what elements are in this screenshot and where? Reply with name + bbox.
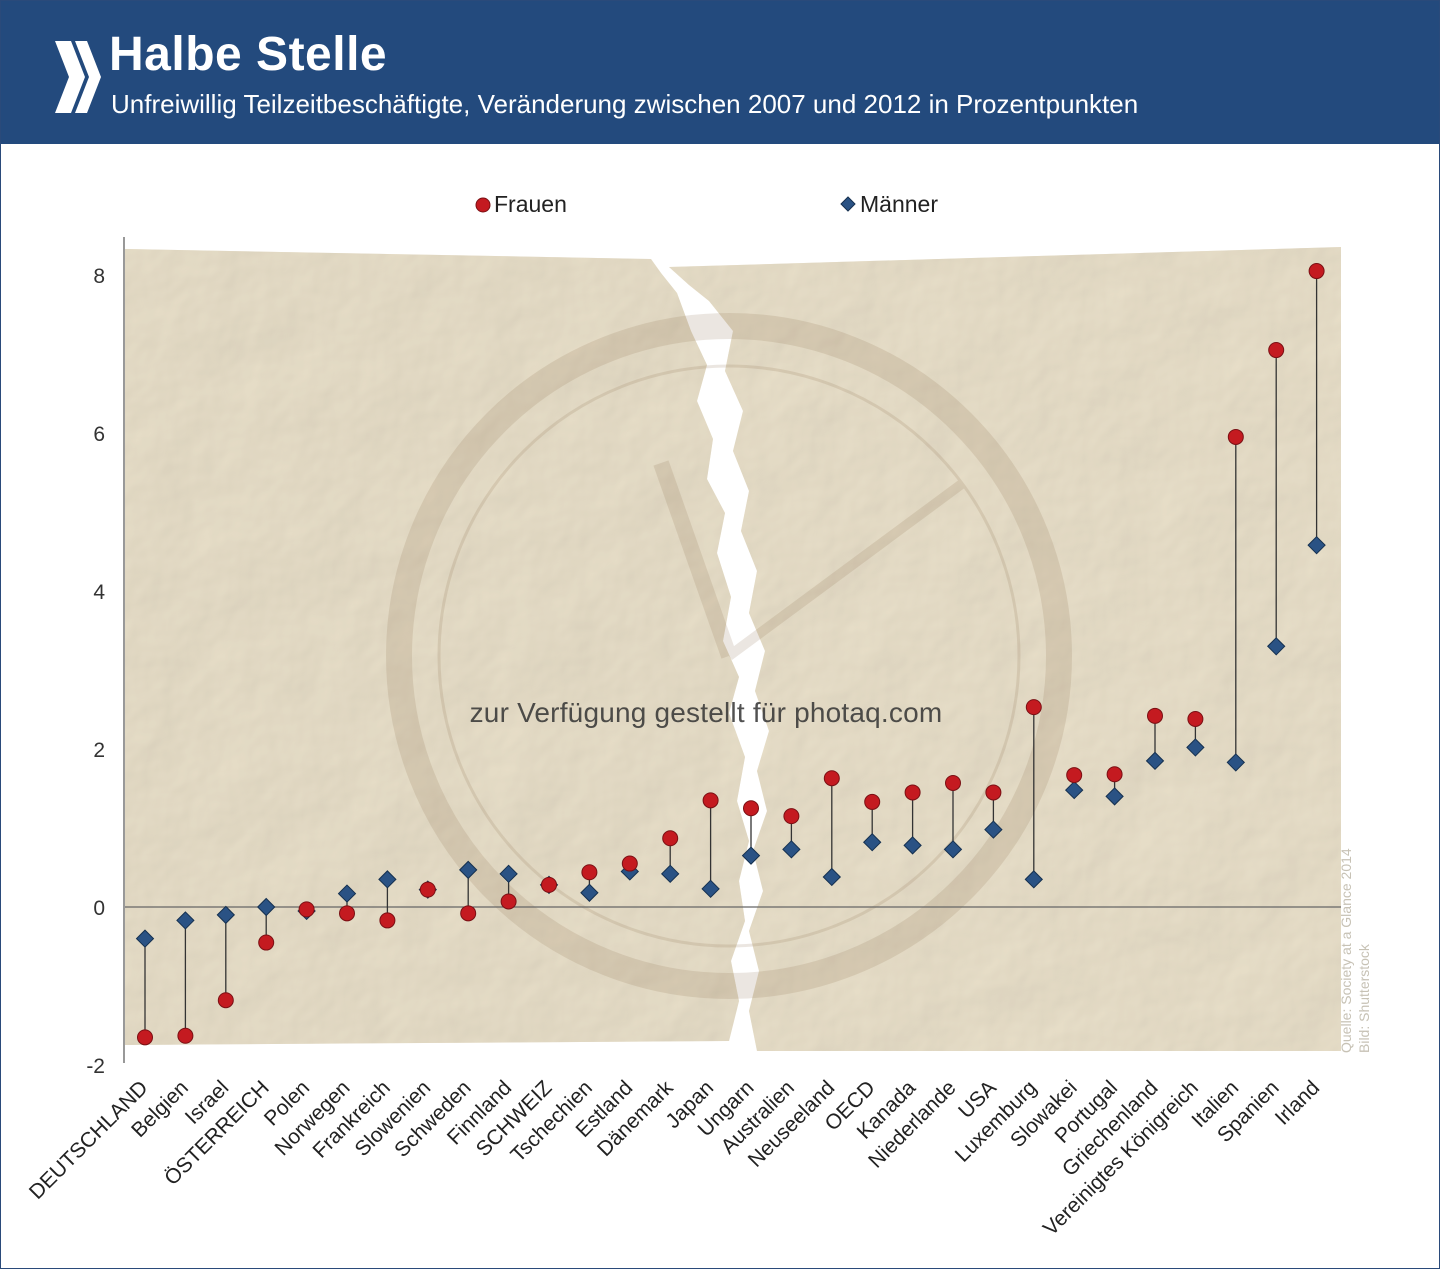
frauen-point xyxy=(339,905,355,922)
x-tick-label: DEUTSCHLAND xyxy=(25,1076,153,1204)
maenner-point xyxy=(378,870,397,889)
source-credit: Quelle: Society at a Glance 2014 Bild: S… xyxy=(1337,848,1373,1053)
y-tick-label: -2 xyxy=(86,1055,105,1078)
maenner-point xyxy=(216,905,236,925)
maenner-point xyxy=(1266,637,1286,656)
dot-plot-chart: -2 0 2 4 6 8 DEUTSCHLANDBelgienIsraelÖSTERREI… xyxy=(25,191,1341,1240)
frauen-point xyxy=(1147,707,1163,724)
maenner-point xyxy=(701,879,720,899)
frauen-point xyxy=(985,784,1002,801)
page-subtitle: Unfreiwillig Teilzeitbeschäftigte, Verän… xyxy=(111,89,1139,119)
frauen-point xyxy=(823,770,840,787)
chevron-logo-icon xyxy=(55,41,101,113)
frauen-point xyxy=(1227,428,1244,445)
maenner-point xyxy=(1024,870,1044,889)
maenner-point xyxy=(782,840,801,859)
frauen-point xyxy=(460,905,477,922)
frauen-point xyxy=(743,800,759,817)
y-tick-label: 0 xyxy=(93,897,105,920)
frauen-point xyxy=(258,934,275,951)
data-marks xyxy=(135,263,1326,1046)
y-tick-label: 8 xyxy=(93,265,105,288)
paper-background xyxy=(125,247,1341,1051)
frauen-point xyxy=(1308,263,1325,280)
frauen-point xyxy=(581,864,598,881)
legend-frauen-label: Frauen xyxy=(494,191,567,217)
legend-maenner-label: Männer xyxy=(860,191,938,217)
maenner-point xyxy=(580,883,599,902)
maenner-point xyxy=(862,833,882,852)
image-credit-line: Bild: Shutterstock xyxy=(1356,944,1372,1053)
axes: -2 0 2 4 6 8 xyxy=(86,237,1341,1078)
frauen-point xyxy=(500,893,517,910)
frauen-point xyxy=(177,1027,194,1044)
maenner-point xyxy=(499,864,518,884)
maenner-point xyxy=(176,911,195,930)
source-line: Quelle: Society at a Glance 2014 xyxy=(1338,848,1354,1053)
frauen-point xyxy=(783,808,800,825)
maenner-point xyxy=(458,860,478,880)
y-tick-label: 6 xyxy=(93,423,105,446)
maenner-point xyxy=(660,864,680,884)
frauen-point xyxy=(419,881,436,898)
frauen-point xyxy=(379,912,396,929)
maenner-point xyxy=(1186,738,1205,757)
frauen-point xyxy=(864,793,881,810)
maenner-point xyxy=(741,846,761,865)
maenner-point xyxy=(135,929,155,948)
maenner-point xyxy=(1226,753,1246,772)
maenner-point xyxy=(1064,780,1084,800)
frauen-point xyxy=(1025,699,1042,716)
header-banner: Halbe Stelle Unfreiwillig Teilzeitbeschä… xyxy=(1,1,1439,144)
legend-frauen-marker xyxy=(475,197,491,213)
x-axis-labels: DEUTSCHLANDBelgienIsraelÖSTERREICHPolenN… xyxy=(25,1076,1324,1240)
frauen-point xyxy=(298,901,315,918)
maenner-point xyxy=(903,836,922,855)
maenner-point xyxy=(943,840,963,859)
maenner-point xyxy=(984,820,1003,839)
legend-maenner-marker xyxy=(840,196,856,212)
frauen-point xyxy=(1268,342,1285,359)
maenner-point xyxy=(337,884,357,903)
legend: Frauen Männer xyxy=(475,191,938,217)
y-tick-label: 2 xyxy=(93,739,105,762)
frauen-point xyxy=(1106,766,1123,783)
maenner-point xyxy=(822,867,842,887)
maenner-point xyxy=(1105,787,1124,806)
clock-decoration-icon xyxy=(386,313,1072,999)
frauen-point xyxy=(904,784,921,801)
frauen-point xyxy=(217,992,234,1009)
x-tick-label: Irland xyxy=(1271,1076,1324,1129)
frauen-point xyxy=(137,1029,153,1046)
frauen-point xyxy=(541,876,557,893)
frauen-point xyxy=(662,830,679,847)
frauen-point xyxy=(945,774,961,791)
y-tick-label: 4 xyxy=(93,581,105,604)
frauen-point xyxy=(1187,710,1204,727)
frauen-point xyxy=(1066,767,1083,784)
maenner-point xyxy=(1307,535,1326,555)
frauen-point xyxy=(621,855,638,872)
page-title: Halbe Stelle xyxy=(109,28,388,81)
maenner-point xyxy=(1145,751,1165,771)
frauen-point xyxy=(702,792,719,809)
maenner-point xyxy=(256,897,276,917)
